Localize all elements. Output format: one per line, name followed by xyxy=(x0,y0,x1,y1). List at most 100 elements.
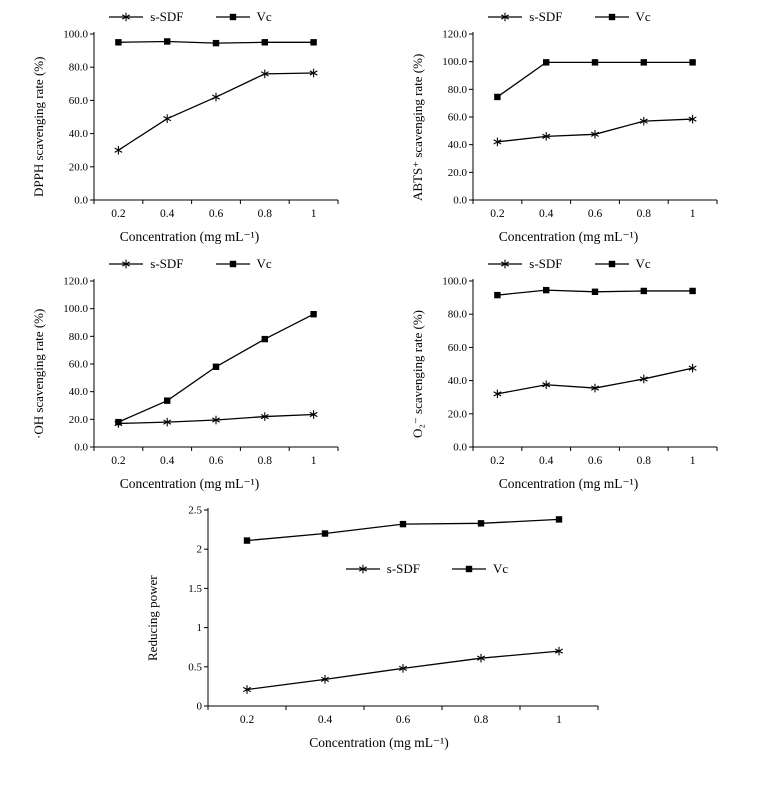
chart-legend: s-SDF Vc xyxy=(208,560,644,578)
y-tick-label: 0 xyxy=(197,701,203,713)
chart-superoxide: s-SDF Vc O₂⁻ scavenging rate (%) 0.0 20.0 4… xyxy=(379,249,758,496)
plot-wrap: Reducing power 0 0.5 1 1.5 2 2.5 0.2 0.4 0.6 0.8 1… xyxy=(144,502,614,734)
legend-item-s-SDF: s-SDF xyxy=(486,256,563,272)
x-tick-label: 0.4 xyxy=(539,208,554,220)
x-tick-label: 0.6 xyxy=(208,208,223,220)
legend-marker-asterisk xyxy=(109,259,144,269)
asterisk-marker xyxy=(243,686,251,693)
legend-marker-square xyxy=(594,13,629,21)
y-tick-label: 20.0 xyxy=(447,408,467,420)
plot-area: 0 0.5 1 1.5 2 2.5 0.2 0.4 0.6 0.8 1 xyxy=(188,505,599,726)
x-tick-label: 1 xyxy=(689,208,695,220)
square-marker xyxy=(243,537,251,544)
legend-label: s-SDF xyxy=(150,9,184,24)
chart-legend: s-SDF Vc xyxy=(107,8,272,26)
asterisk-marker xyxy=(211,417,220,423)
legend-label: s-SDF xyxy=(529,256,563,271)
chart-dpph: s-SDF Vc DPPH scavenging rate (%) 0.0 20.0… xyxy=(0,2,379,249)
x-tick-label: 0.2 xyxy=(490,208,505,220)
x-axis-label: Concentration (mg mL⁻¹) xyxy=(119,229,260,244)
x-tick-label: 0.8 xyxy=(636,455,651,467)
square-marker xyxy=(477,520,485,527)
square-marker xyxy=(688,287,696,295)
square-marker xyxy=(493,291,501,299)
asterisk-marker xyxy=(541,133,550,139)
chart-legend: s-SDF Vc xyxy=(486,8,651,26)
legend-item-s-SDF: s-SDF xyxy=(344,561,420,577)
square-marker xyxy=(309,311,317,318)
y-tick-label: 2 xyxy=(197,544,203,556)
asterisk-marker xyxy=(358,566,367,572)
plot-area: 0.0 20.0 40.0 60.0 80.0 100.0 120.0 0.2 0.4 0.6 0.… xyxy=(63,276,338,467)
legend-label: Vc xyxy=(256,256,272,271)
asterisk-marker xyxy=(492,139,501,145)
x-tick-label: 0.8 xyxy=(257,455,272,467)
square-marker xyxy=(640,59,647,66)
legend-marker-square xyxy=(594,260,629,268)
legend-item-s-SDF: s-SDF xyxy=(107,9,184,25)
asterisk-marker xyxy=(162,419,171,425)
legend-label: Vc xyxy=(635,9,651,24)
x-axis-label: Concentration (mg mL⁻¹) xyxy=(309,735,449,750)
asterisk-marker xyxy=(309,70,318,76)
y-tick-label: 20.0 xyxy=(447,167,467,179)
x-tick-label: 1 xyxy=(310,208,316,220)
y-axis-label: Reducing power xyxy=(145,575,160,661)
legend-marker-asterisk xyxy=(488,12,523,22)
square-marker xyxy=(608,13,615,21)
square-marker xyxy=(163,397,170,404)
legend-label: Vc xyxy=(635,256,651,271)
x-tick-label: 1 xyxy=(556,714,562,726)
plot-area: 0.0 20.0 40.0 60.0 80.0 100.0 0.2 0.4 0.6 0.8 1 xyxy=(63,29,338,220)
asterisk-marker xyxy=(590,131,599,137)
y-axis-label: O₂⁻ scavenging rate (%) xyxy=(409,310,425,438)
square-marker xyxy=(591,59,598,66)
y-tick-label: 60.0 xyxy=(447,342,467,354)
y-tick-label: 100.0 xyxy=(63,29,88,41)
legend-item-s-SDF: s-SDF xyxy=(486,9,563,25)
legend-marker-asterisk xyxy=(488,259,523,269)
series-line-Vc xyxy=(496,61,693,98)
asterisk-marker xyxy=(688,116,697,122)
y-tick-label: 80.0 xyxy=(447,84,467,96)
legend-label: Vc xyxy=(493,561,509,576)
square-marker xyxy=(591,288,598,295)
asterisk-marker xyxy=(639,376,648,382)
plot-wrap: DPPH scavenging rate (%) 0.0 20.0 40.0 60.0… xyxy=(30,26,350,228)
y-tick-label: 40.0 xyxy=(68,386,88,398)
x-tick-label: 0.6 xyxy=(587,455,602,467)
y-tick-label: 40.0 xyxy=(447,139,467,151)
y-tick-label: 20.0 xyxy=(68,414,88,426)
chart-reducing-power: Reducing power 0 0.5 1 1.5 2 2.5 0.2 0.4 0.6 0.8 1… xyxy=(0,496,758,755)
y-tick-label: 40.0 xyxy=(68,128,88,140)
chart-hydroxyl: s-SDF Vc ·OH scavenging rate (%) 0.0 20.0 4… xyxy=(0,249,379,496)
asterisk-marker xyxy=(122,261,131,267)
y-tick-label: 80.0 xyxy=(447,309,467,321)
asterisk-marker xyxy=(162,116,171,122)
legend-label: Vc xyxy=(256,9,272,24)
y-axis-label: DPPH scavenging rate (%) xyxy=(30,56,46,198)
legend-marker-square xyxy=(215,13,250,21)
asterisk-marker xyxy=(590,385,599,391)
square-marker xyxy=(229,13,236,21)
asterisk-marker xyxy=(501,14,510,20)
asterisk-marker xyxy=(492,391,501,397)
figure-panel: s-SDF Vc DPPH scavenging rate (%) 0.0 20.0… xyxy=(0,2,758,755)
x-tick-label: 0.8 xyxy=(257,208,272,220)
y-tick-label: 0.0 xyxy=(74,442,88,454)
legend-marker-square xyxy=(215,260,250,268)
legend-marker-square xyxy=(452,565,487,573)
plot-wrap: ·OH scavenging rate (%) 0.0 20.0 40.0 60.0 8… xyxy=(30,273,350,475)
square-marker xyxy=(114,39,122,46)
y-tick-label: 20.0 xyxy=(68,161,88,173)
asterisk-marker xyxy=(688,365,697,371)
asterisk-marker xyxy=(309,411,318,418)
y-tick-label: 100.0 xyxy=(442,276,467,288)
asterisk-marker xyxy=(260,413,269,420)
x-tick-label: 1 xyxy=(310,455,316,467)
x-tick-label: 0.8 xyxy=(474,714,489,726)
asterisk-marker xyxy=(122,14,131,20)
x-tick-label: 0.6 xyxy=(208,455,223,467)
y-tick-label: 120.0 xyxy=(442,29,467,41)
y-axis-label: ABTS⁺ scavenging rate (%) xyxy=(409,53,425,201)
